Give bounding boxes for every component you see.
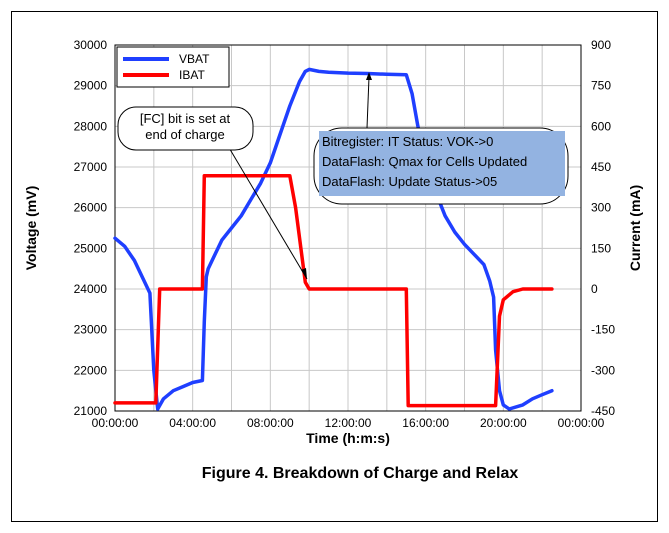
annotation-fc-arrowhead (301, 268, 307, 279)
x-tick-label: 12:00:00 (325, 416, 372, 430)
y-right-tick-label: 900 (591, 38, 611, 52)
series-line-ibat (113, 173, 554, 408)
y-right-tick-label: 0 (591, 282, 598, 296)
y-left-tick-label: 30000 (74, 38, 108, 52)
series-layer (113, 67, 554, 411)
x-axis-title: Time (h:m:s) (306, 430, 390, 446)
x-tick-label: 00:00:00 (558, 416, 605, 430)
y-left-tick-label: 28000 (74, 119, 108, 133)
y-right-tick-label: -450 (591, 404, 615, 418)
y-left-tick-label: 24000 (74, 282, 108, 296)
y-left-tick-label: 25000 (74, 241, 108, 255)
y-right-tick-label: 600 (591, 119, 611, 133)
y-right-tick-label: -300 (591, 363, 615, 377)
annotation-status-arrow-line (366, 76, 370, 129)
legend-label-ibat: IBAT (179, 68, 205, 82)
y-axis-right-title: Current (mA) (627, 185, 643, 271)
y-left-tick-label: 21000 (74, 404, 108, 418)
annotation-status-text: DataFlash: Qmax for Cells Updated (322, 154, 527, 169)
annotation-status: Bitregister: IT Status: VOK->0 DataFlash:… (313, 72, 569, 205)
annotation-fc-arrow-line (227, 145, 308, 280)
y-right-tick-label: 300 (591, 201, 611, 215)
y-right-tick-label: 150 (591, 241, 611, 255)
annotation-fc-text: [FC] bit is set at (140, 111, 231, 126)
y-right-tick-label: 750 (591, 79, 611, 93)
y-left-tick-label: 29000 (74, 79, 108, 93)
x-tick-label: 00:00:00 (92, 416, 139, 430)
x-tick-label: 04:00:00 (169, 416, 216, 430)
plot-area (114, 44, 582, 412)
x-tick-label: 20:00:00 (480, 416, 527, 430)
tick-labels: 00:00:00 04:00:00 08:00:00 12:00:00 16:00:00… (74, 38, 616, 430)
legend-box (116, 46, 230, 88)
legend-label-vbat: VBAT (179, 52, 210, 66)
y-right-tick-label: -150 (591, 323, 615, 337)
y-axis-left-title: Voltage (mV) (23, 186, 39, 271)
annotation-fc-text: end of charge (145, 127, 225, 142)
annotation-status-highlight (319, 131, 565, 196)
legend: VBAT IBAT (116, 46, 230, 88)
grid (115, 45, 581, 411)
annotation-status-arrowhead (366, 72, 372, 80)
y-left-tick-label: 23000 (74, 323, 108, 337)
y-right-tick-label: 450 (591, 160, 611, 174)
x-tick-label: 08:00:00 (247, 416, 294, 430)
annotation-status-text: Bitregister: IT Status: VOK->0 (322, 134, 493, 149)
x-tick-label: 16:00:00 (402, 416, 449, 430)
figure-frame (11, 11, 658, 522)
y-left-tick-label: 26000 (74, 201, 108, 215)
y-left-tick-label: 22000 (74, 363, 108, 377)
figure-caption: Figure 4. Breakdown of Charge and Relax (202, 465, 519, 482)
annotation-fc-box (117, 106, 254, 151)
y-left-tick-label: 27000 (74, 160, 108, 174)
annotation-status-text: DataFlash: Update Status->05 (322, 174, 497, 189)
series-line-vbat (113, 67, 554, 411)
